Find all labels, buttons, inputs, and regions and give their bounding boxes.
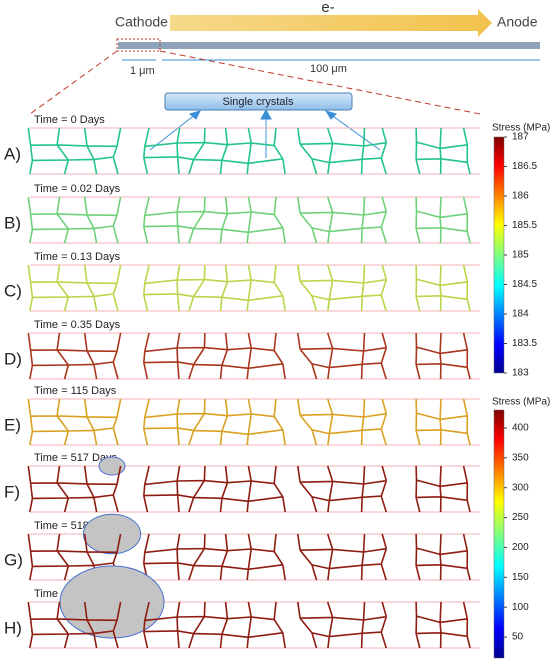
- void: [98, 456, 126, 476]
- grain-network: [27, 264, 471, 312]
- time-label: Time = 0.02 Days: [34, 183, 121, 195]
- grain-network: [27, 127, 471, 175]
- colorbar-tick-label: 50: [512, 632, 524, 643]
- electron-label: e-: [321, 0, 334, 16]
- panel-label: E): [4, 415, 21, 434]
- colorbar-tick-label: 150: [512, 572, 529, 583]
- colorbar-tick-label: 184: [512, 309, 529, 320]
- colorbar-tick-label: 184.5: [512, 279, 537, 290]
- electron-arrow: [170, 9, 492, 37]
- colorbar-tick-label: 200: [512, 542, 529, 553]
- colorbar-tick-label: 100: [512, 602, 529, 613]
- colorbar-tick-label: 183: [512, 368, 529, 379]
- panel-label: B): [4, 213, 21, 232]
- colorbar-tick-label: 185: [512, 250, 529, 261]
- colorbar-tick-label: 350: [512, 452, 529, 463]
- colorbar-title: Stress (MPa): [492, 123, 550, 134]
- panel-label: C): [4, 281, 22, 300]
- time-label: Time = 0 Days: [34, 114, 105, 126]
- void: [82, 513, 142, 555]
- grain-network: [27, 601, 471, 649]
- scale-large-label: 100 μm: [310, 63, 347, 75]
- zoom-box: [116, 38, 161, 52]
- colorbar-tick-label: 300: [512, 482, 529, 493]
- grain-network: [27, 465, 471, 513]
- zoom-line: [159, 50, 481, 115]
- colorbar-tick-label: 250: [512, 512, 529, 523]
- panel-label: F): [4, 482, 20, 501]
- cathode-label: Cathode: [115, 14, 168, 30]
- scale-small-label: 1 μm: [130, 65, 155, 77]
- conductor-line: [118, 42, 540, 49]
- time-label: Time = 0.13 Days: [34, 251, 121, 263]
- grain-network: [27, 196, 471, 244]
- colorbar: [493, 409, 505, 659]
- time-label: Time = 115 Days: [34, 385, 117, 397]
- panel-label: A): [4, 144, 21, 163]
- panel-label: G): [4, 550, 23, 569]
- panel-label: D): [4, 349, 22, 368]
- time-label: Time = 0.35 Days: [34, 319, 121, 331]
- colorbar-tick-label: 183.5: [512, 338, 537, 349]
- callout-arrows: [149, 108, 381, 158]
- colorbar-tick-label: 400: [512, 423, 529, 434]
- time-label: Time = 517 Days: [34, 452, 118, 464]
- grain-network: [27, 398, 471, 446]
- anode-label: Anode: [497, 14, 538, 30]
- zoom-line: [29, 50, 118, 115]
- colorbar-tick-label: 186: [512, 191, 529, 202]
- colorbar-tick-label: 186.5: [512, 161, 537, 172]
- colorbar: [493, 136, 505, 374]
- colorbar-title: Stress (MPa): [492, 397, 550, 408]
- colorbar-tick-label: 185.5: [512, 220, 537, 231]
- colorbar-tick-label: 187: [512, 132, 529, 143]
- callout-box: [164, 92, 353, 111]
- callout-label: Single crystals: [223, 96, 294, 108]
- grain-network: [27, 332, 471, 380]
- panel-label: H): [4, 618, 22, 637]
